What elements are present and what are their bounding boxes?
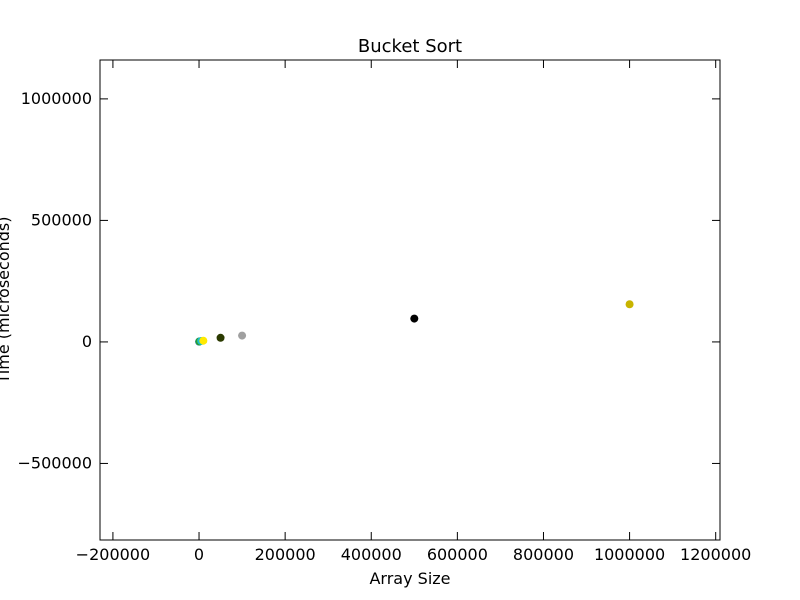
points-layer	[195, 300, 634, 346]
x-tick-label: 400000	[341, 545, 402, 564]
chart-title: Bucket Sort	[358, 36, 462, 57]
data-point	[238, 331, 247, 340]
x-tick-label: 1000000	[594, 545, 665, 564]
x-axis-label: Array Size	[369, 569, 450, 588]
ticks-layer: −200000 0 200000 400000 600000 800000 1000000 1…	[18, 60, 751, 564]
y-axis-label: Time (microseconds)	[0, 217, 13, 385]
y-tick-label: 500000	[31, 210, 92, 229]
y-tick-label: 0	[82, 332, 92, 351]
x-tick-label: 200000	[255, 545, 316, 564]
data-point	[410, 314, 419, 323]
data-point	[216, 333, 225, 342]
y-tick-label: 1000000	[21, 89, 92, 108]
x-tick-label: 1200000	[680, 545, 751, 564]
data-point	[625, 300, 634, 309]
x-tick-label: 800000	[513, 545, 574, 564]
x-tick-label: 600000	[427, 545, 488, 564]
x-tick-label: 0	[194, 545, 204, 564]
x-tick-label: −200000	[76, 545, 150, 564]
plot-frame	[99, 59, 721, 541]
data-point	[199, 336, 208, 345]
y-tick-label: −500000	[18, 453, 92, 472]
